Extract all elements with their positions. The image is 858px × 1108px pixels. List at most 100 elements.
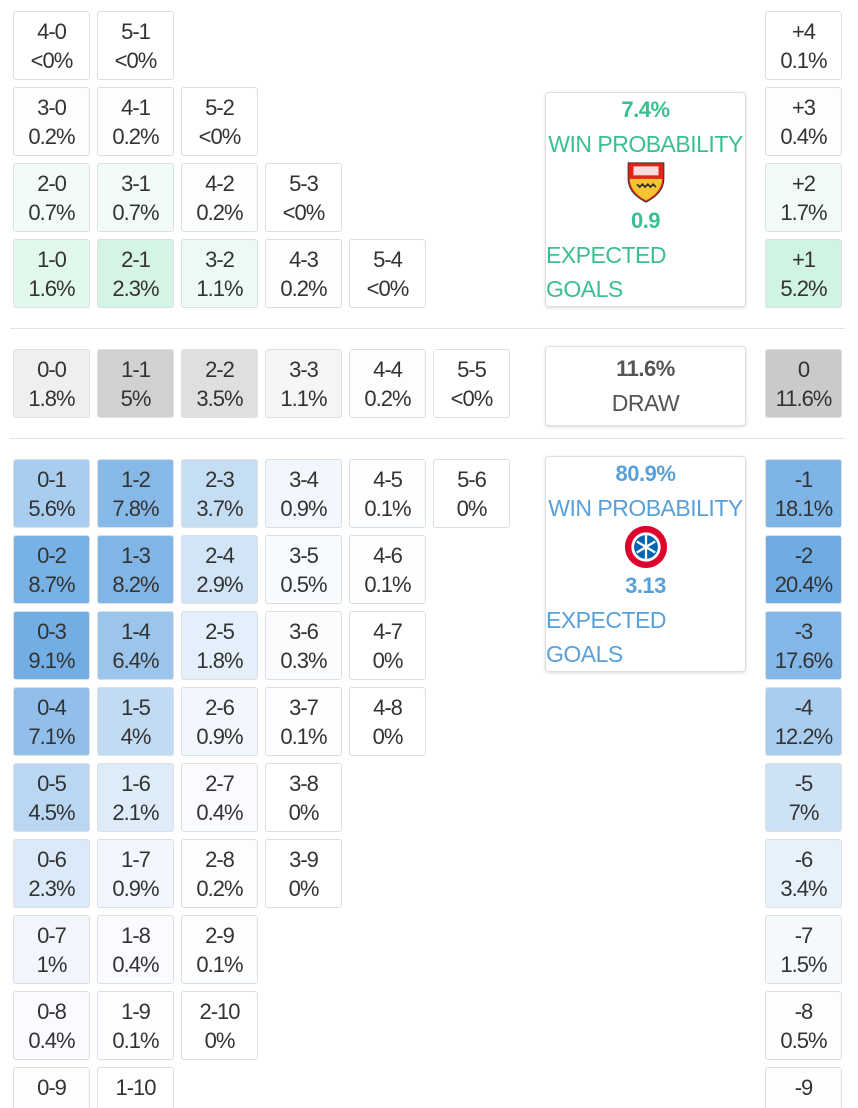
score-cell: -4 12.2% xyxy=(765,687,842,756)
score-cell: 4-3 0.2% xyxy=(265,239,342,308)
probability: 0.2% xyxy=(28,123,75,149)
probability: 0.1% xyxy=(28,1102,75,1108)
probability: 8.7% xyxy=(28,571,75,597)
score: 5-6 xyxy=(457,466,487,492)
score: 2-9 xyxy=(205,922,235,948)
score-cell: 0-1 5.6% xyxy=(13,459,90,528)
probability: 0.2% xyxy=(280,275,327,301)
score-cell: 2-5 1.8% xyxy=(181,611,258,680)
score-cell: +2 1.7% xyxy=(765,163,842,232)
score-cell: 2-9 0.1% xyxy=(181,915,258,984)
score-cell: 0-9 0.1% xyxy=(13,1067,90,1108)
score: 0-7 xyxy=(37,922,67,948)
score: 3-0 xyxy=(37,94,67,120)
probability: 1.5% xyxy=(780,951,827,977)
score: 4-1 xyxy=(121,94,151,120)
probability: 0.2% xyxy=(780,1102,827,1108)
probability: 0.1% xyxy=(196,951,243,977)
score-cell: 0-5 4.5% xyxy=(13,763,90,832)
goals-label: EXPECTED GOALS xyxy=(546,607,666,667)
probability: 8.2% xyxy=(112,571,159,597)
score: 0-8 xyxy=(37,998,67,1024)
score-cell: 2-0 0.7% xyxy=(13,163,90,232)
probability: 1.1% xyxy=(196,275,243,301)
score-cell: 3-5 0.5% xyxy=(265,535,342,604)
probability: 18.1% xyxy=(774,495,833,521)
score-cell: 1-0 1.6% xyxy=(13,239,90,308)
probability: 4% xyxy=(120,723,152,749)
score-cell: 1-5 4% xyxy=(97,687,174,756)
score: 1-3 xyxy=(121,542,151,568)
probability: 0.9% xyxy=(280,495,327,521)
score-cell: 1-1 5% xyxy=(97,349,174,418)
score-cell: 5-1 <0% xyxy=(97,11,174,80)
score: 3-4 xyxy=(289,466,319,492)
probability: 1% xyxy=(36,951,68,977)
score: 4-6 xyxy=(373,542,403,568)
score: 0-2 xyxy=(37,542,67,568)
win-probability: 80.9% xyxy=(615,461,676,486)
score: 1-0 xyxy=(37,246,67,272)
score: 4-5 xyxy=(373,466,403,492)
score: 2-10 xyxy=(199,998,240,1024)
score: +2 xyxy=(791,170,816,196)
probability: <0% xyxy=(114,47,158,73)
score-cell: 1-10 0% xyxy=(97,1067,174,1108)
score: +3 xyxy=(791,94,816,120)
score: 3-7 xyxy=(289,694,319,720)
score-cell: 2-2 3.5% xyxy=(181,349,258,418)
score: 2-0 xyxy=(37,170,67,196)
win-label: WIN PROBABILITY xyxy=(548,495,743,521)
score: 0-5 xyxy=(37,770,67,796)
probability: 0% xyxy=(456,495,488,521)
score: -8 xyxy=(794,998,814,1024)
score-cell: 0 11.6% xyxy=(765,349,842,418)
score-cell: 1-6 2.1% xyxy=(97,763,174,832)
score-cell: 2-7 0.4% xyxy=(181,763,258,832)
score: 0-1 xyxy=(37,466,67,492)
probability: 0.4% xyxy=(28,1027,75,1053)
score-cell: -5 7% xyxy=(765,763,842,832)
score: 2-8 xyxy=(205,846,235,872)
score: 2-6 xyxy=(205,694,235,720)
probability: 1.8% xyxy=(28,385,75,411)
score: -2 xyxy=(794,542,814,568)
score-cell: 4-8 0% xyxy=(349,687,426,756)
score-cell: 0-6 2.3% xyxy=(13,839,90,908)
probability: 0.1% xyxy=(112,1027,159,1053)
probability: 0.7% xyxy=(28,199,75,225)
probability: 0% xyxy=(372,647,404,673)
probability: 17.6% xyxy=(774,647,833,673)
score-cell: 4-5 0.1% xyxy=(349,459,426,528)
score-cell: 1-8 0.4% xyxy=(97,915,174,984)
score: 4-7 xyxy=(373,618,403,644)
probability: 0% xyxy=(121,1102,152,1108)
score-cell: 3-3 1.1% xyxy=(265,349,342,418)
score-cell: 0-0 1.8% xyxy=(13,349,90,418)
score: 1-8 xyxy=(121,922,151,948)
separator xyxy=(10,328,845,329)
probability: 0.4% xyxy=(780,123,827,149)
score-cell: 5-6 0% xyxy=(433,459,510,528)
probability: 12.2% xyxy=(774,723,833,749)
probability: 5.2% xyxy=(780,275,827,301)
score: 5-3 xyxy=(289,170,319,196)
score-cell: 3-4 0.9% xyxy=(265,459,342,528)
score: 4-3 xyxy=(289,246,319,272)
score: -7 xyxy=(794,922,814,948)
score-cell: 5-5 <0% xyxy=(433,349,510,418)
score: 3-8 xyxy=(289,770,319,796)
team-logo xyxy=(627,162,664,203)
probability: 0.4% xyxy=(196,799,243,825)
probability: 1.1% xyxy=(280,385,327,411)
win-probability: 7.4% xyxy=(621,97,670,122)
score-cell: 2-1 2.3% xyxy=(97,239,174,308)
probability: 5.6% xyxy=(28,495,75,521)
score-cell: -2 20.4% xyxy=(765,535,842,604)
score-cell: 0-7 1% xyxy=(13,915,90,984)
score: 0-3 xyxy=(37,618,67,644)
score-cell: 5-4 <0% xyxy=(349,239,426,308)
score: 3-5 xyxy=(289,542,319,568)
score: 4-4 xyxy=(373,356,403,382)
